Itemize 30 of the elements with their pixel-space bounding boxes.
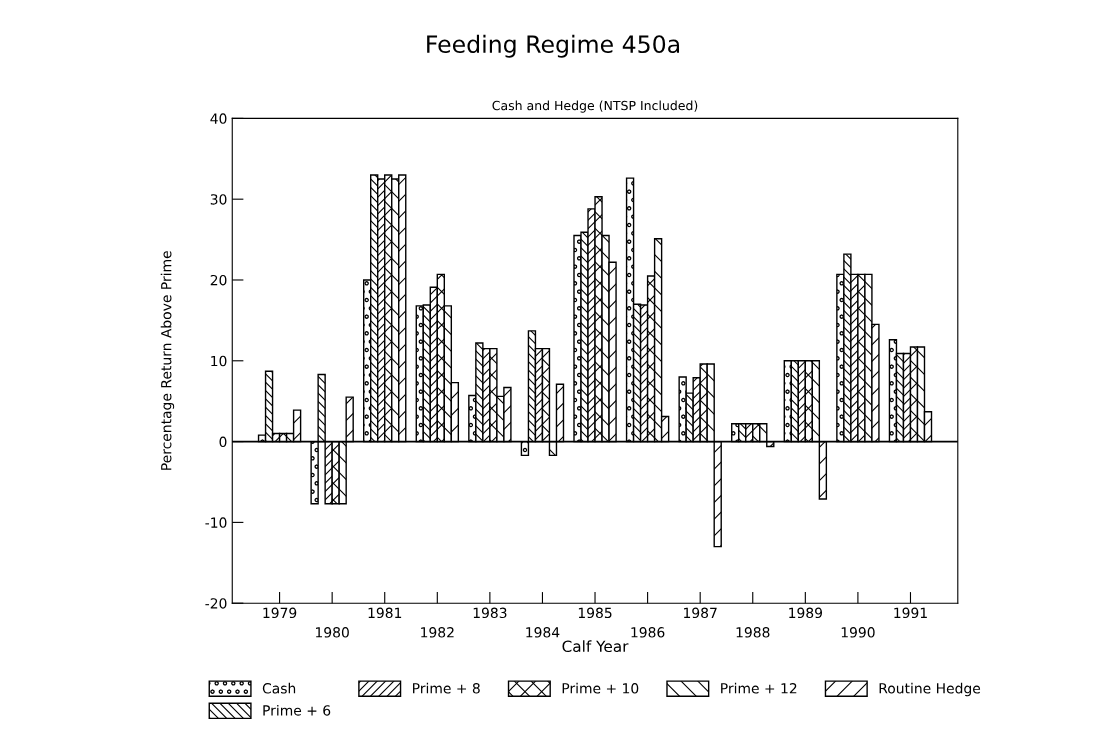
y-tick-label: 30 (210, 194, 227, 205)
legend-label: Prime + 10 (562, 682, 639, 694)
y-tick-label: 20 (210, 274, 227, 286)
legend-label: Prime + 8 (413, 682, 480, 694)
y-tick-label: 0 (219, 436, 227, 448)
x-tick-label: 1982 (421, 627, 454, 638)
x-tick-label: 1985 (578, 607, 612, 619)
x-tick-label: 1986 (631, 627, 665, 638)
y-tick-label: -20 (205, 598, 227, 609)
legend-label: Prime + 6 (263, 704, 331, 716)
x-tick-label: 1979 (263, 607, 297, 619)
y-tick-label: 10 (211, 355, 227, 367)
x-axis-title: Calf Year (562, 640, 629, 653)
x-tick-label: 1989 (789, 607, 823, 619)
x-tick-label: 1983 (473, 607, 507, 619)
y-axis-title: Percentage Return Above Prime (160, 251, 175, 470)
legend-label: Prime + 12 (721, 682, 797, 694)
x-tick-label: 1991 (894, 607, 927, 619)
y-tick-label: -10 (205, 517, 227, 528)
x-tick-label: 1988 (736, 627, 770, 638)
chart-subtitle: Cash and Hedge (NTSP Included) (492, 100, 698, 113)
legend-label: Routine Hedge (879, 682, 981, 697)
chart-title: Feeding Regime 450a (427, 34, 680, 58)
x-tick-label: 1990 (841, 627, 875, 638)
x-tick-label: 1987 (684, 607, 717, 619)
x-tick-label: 1980 (316, 627, 349, 638)
legend-label: Cash (262, 682, 296, 694)
x-tick-label: 1984 (526, 627, 560, 638)
x-tick-label: 1981 (368, 607, 402, 619)
y-tick-label: 40 (210, 113, 227, 124)
